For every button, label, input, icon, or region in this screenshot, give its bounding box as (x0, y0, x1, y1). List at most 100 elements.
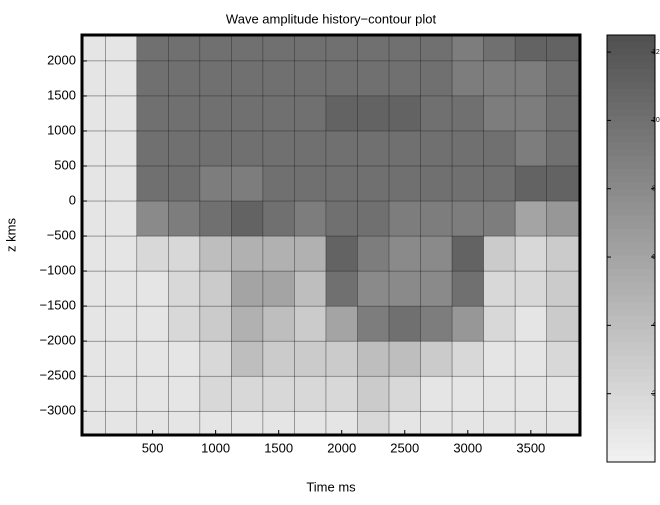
colorbar-step (607, 355, 655, 363)
heatmap-cell (168, 270, 201, 307)
heatmap-cell (514, 130, 548, 167)
heatmap-cell (388, 305, 422, 342)
heatmap-cell (388, 165, 422, 202)
heatmap-cell (420, 235, 453, 272)
heatmap-cell (262, 375, 296, 412)
colorbar-step (607, 361, 655, 370)
heatmap-cell (82, 130, 107, 167)
colorbar-step (607, 301, 655, 310)
heatmap-cell (388, 340, 422, 377)
y-tick-label: −2500 (39, 368, 76, 383)
heatmap-cell (231, 165, 264, 202)
colorbar-step (607, 188, 655, 196)
chart-title: Wave amplitude history−contour plot (226, 11, 437, 26)
heatmap-cell (136, 95, 170, 132)
heatmap-cell (483, 305, 516, 342)
heatmap-cell (451, 165, 485, 202)
y-tick-label: −1500 (39, 298, 76, 313)
y-tick-label: 0 (69, 192, 76, 207)
heatmap-cell (262, 130, 296, 167)
heatmap-cell (420, 95, 453, 132)
heatmap-cell (262, 95, 296, 132)
heatmap-cell (483, 60, 516, 97)
heatmap-cell (546, 235, 579, 272)
heatmap-cell (514, 165, 548, 202)
x-axis-label: Time ms (306, 479, 356, 494)
heatmap-cell (294, 130, 327, 167)
heatmap-cell (483, 270, 516, 307)
heatmap-cell (231, 200, 264, 237)
heatmap-cell (136, 165, 170, 202)
heatmap-cell (451, 200, 485, 237)
heatmap-cell (546, 95, 579, 132)
x-tick-label: 2000 (327, 440, 356, 455)
colorbar-step (607, 101, 655, 109)
heatmap-cell (199, 35, 233, 62)
colorbar-frame (606, 34, 656, 463)
heatmap-cell (294, 200, 327, 237)
heatmap-cell (388, 270, 422, 307)
heatmap-cell (294, 165, 327, 202)
heatmap-cell (546, 410, 579, 435)
heatmap-cell (168, 305, 201, 342)
heatmap-cell (199, 270, 233, 307)
heatmap-cell (483, 95, 516, 132)
heatmap-cell (514, 235, 548, 272)
heatmap-cell (451, 35, 485, 62)
colorbar-step (607, 148, 655, 156)
heatmap-cell (514, 340, 548, 377)
heatmap-cell (82, 340, 107, 377)
heatmap-cell (325, 200, 359, 237)
heatmap-cell (325, 375, 359, 412)
heatmap-cell (357, 60, 390, 97)
colorbar-step (607, 441, 655, 450)
heatmap-cell (262, 340, 296, 377)
heatmap-cell (420, 340, 453, 377)
x-tick-label: 2500 (390, 440, 419, 455)
colorbar-step (607, 428, 655, 436)
heatmap-cell (294, 410, 327, 435)
heatmap-cell (136, 340, 170, 377)
heatmap-cell (388, 375, 422, 412)
heatmap-cell (294, 340, 327, 377)
heatmap-cell (294, 270, 327, 307)
colorbar-step (607, 128, 655, 136)
colorbar-step (607, 88, 655, 96)
heatmap-cell (231, 305, 264, 342)
colorbar-step (607, 201, 655, 209)
heatmap-cell (168, 375, 201, 412)
heatmap-cell (105, 375, 138, 412)
heatmap-cell (451, 235, 485, 272)
colorbar-step (607, 295, 655, 303)
heatmap-cell (231, 340, 264, 377)
colorbar-step (607, 328, 655, 336)
colorbar-step (607, 228, 655, 236)
heatmap-cell (483, 165, 516, 202)
heatmap-cell (82, 305, 107, 342)
colorbar-tick-label: 12 (652, 49, 660, 56)
heatmap-cell (451, 130, 485, 167)
heatmap-cell (136, 60, 170, 97)
heatmap-cell (82, 270, 107, 307)
y-tick-label: 1000 (47, 122, 76, 137)
colorbar-step (607, 381, 655, 390)
colorbar-step (607, 75, 655, 83)
heatmap-cell (546, 200, 579, 237)
heatmap-cell (546, 305, 579, 342)
colorbar-step (607, 35, 655, 43)
heatmap-cell (546, 35, 579, 62)
heatmap-cell (82, 60, 107, 97)
colorbar-step (607, 275, 655, 283)
colorbar-tick-label: 2 (652, 391, 656, 398)
colorbar-step (607, 415, 655, 423)
heatmap-cell (105, 60, 138, 97)
heatmap-cell (136, 235, 170, 272)
heatmap-cell (262, 165, 296, 202)
heatmap-cell (231, 35, 264, 62)
colorbar-step (607, 388, 655, 396)
colorbar-tick-label: 8 (652, 186, 656, 193)
heatmap-cell (357, 200, 390, 237)
heatmap-cell (199, 235, 233, 272)
y-tick-label: 1500 (47, 87, 76, 102)
